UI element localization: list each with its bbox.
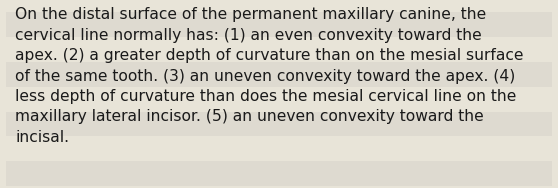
Bar	[6, 12, 552, 37]
Bar	[6, 62, 552, 87]
Bar	[6, 136, 552, 161]
Bar	[6, 37, 552, 62]
Bar	[6, 161, 552, 186]
Bar	[6, 111, 552, 136]
Bar	[6, 87, 552, 111]
Bar	[6, 0, 552, 12]
Text: On the distal surface of the permanent maxillary canine, the
cervical line norma: On the distal surface of the permanent m…	[16, 7, 524, 145]
